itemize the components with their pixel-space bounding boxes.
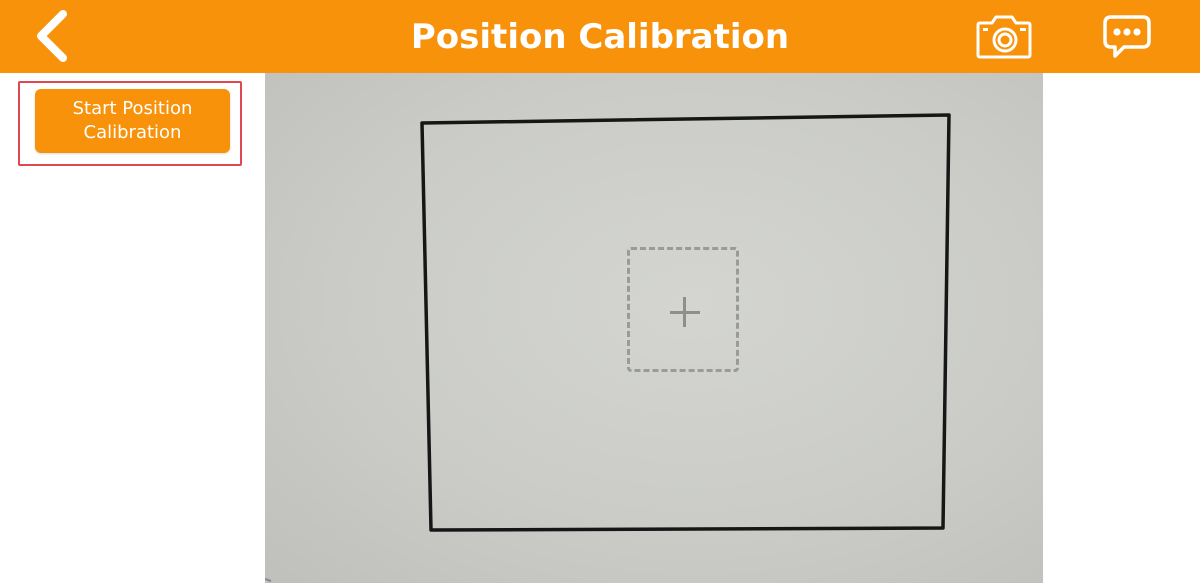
app-bar: Position Calibration — [0, 0, 1200, 73]
plus-icon-stem — [683, 297, 686, 327]
start-position-calibration-button[interactable]: Start Position Calibration — [35, 89, 230, 153]
calibration-frame — [265, 113, 951, 582]
calibration-target[interactable] — [627, 247, 739, 372]
chat-bubble-icon — [1103, 15, 1151, 58]
start-button-highlight — [18, 81, 242, 166]
chat-button[interactable] — [1096, 9, 1158, 65]
camera-preview — [265, 73, 1043, 583]
camera-icon — [976, 15, 1032, 59]
page-title: Position Calibration — [410, 17, 790, 57]
camera-button[interactable] — [970, 10, 1038, 64]
back-button[interactable] — [24, 8, 78, 64]
chevron-left-icon — [37, 10, 67, 62]
